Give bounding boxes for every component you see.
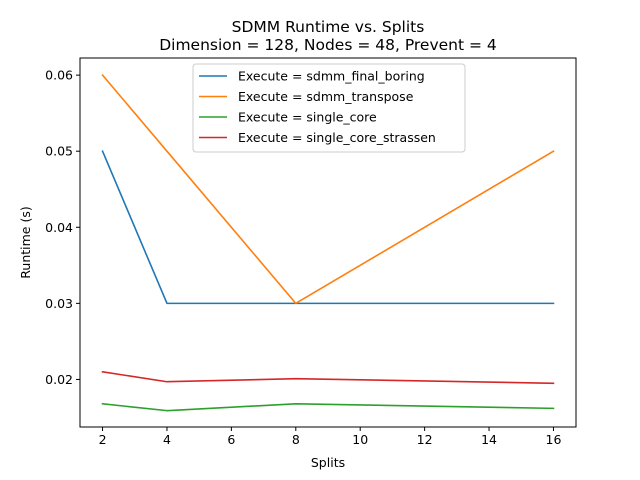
x-axis-label: Splits	[311, 455, 345, 470]
series-line-4	[101, 370, 555, 385]
legend-label: Execute = single_core	[238, 110, 377, 125]
y-tick-label: 0.04	[45, 220, 73, 235]
plot-frame	[79, 57, 577, 428]
x-tick-label: 2	[99, 432, 107, 447]
legend-box	[192, 63, 466, 153]
x-tick-label: 14	[481, 432, 497, 447]
legend-items: Execute = sdmm_final_boring Execute = sdm…	[199, 69, 436, 145]
y-tick-label: 0.06	[45, 68, 73, 83]
y-ticks: 0.02 0.03 0.04 0.05 0.06	[45, 68, 80, 387]
series-layer	[101, 73, 555, 412]
y-tick-label: 0.02	[45, 372, 73, 387]
chart-title: SDMM Runtime vs. Splits	[232, 18, 425, 36]
legend-label: Execute = sdmm_transpose	[238, 89, 414, 104]
legend-label: Execute = sdmm_final_boring	[238, 69, 425, 84]
x-tick-label: 6	[227, 432, 235, 447]
series-line-2	[101, 73, 555, 305]
chart-subtitle: Dimension = 128, Nodes = 48, Prevent = 4	[159, 36, 497, 54]
y-tick-label: 0.05	[45, 144, 73, 159]
x-tick-label: 8	[292, 432, 300, 447]
y-tick-label: 0.03	[45, 296, 73, 311]
x-tick-label: 12	[417, 432, 433, 447]
x-tick-label: 16	[546, 432, 562, 447]
y-axis-label: Runtime (s)	[18, 206, 33, 278]
x-tick-label: 4	[163, 432, 171, 447]
x-ticks: 2 4 6 8 10 12 14 16	[99, 427, 562, 447]
x-tick-label: 10	[352, 432, 368, 447]
legend: Execute = sdmm_final_boring Execute = sdm…	[192, 63, 466, 153]
series-line-1	[101, 150, 555, 305]
legend-label: Execute = single_core_strassen	[238, 130, 436, 145]
series-line-3	[101, 402, 555, 412]
